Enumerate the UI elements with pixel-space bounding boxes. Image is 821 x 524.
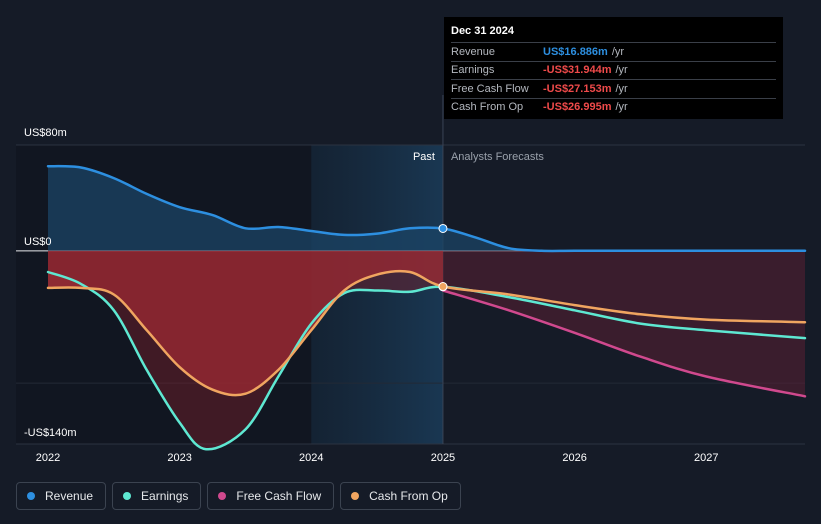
earnings-area [48, 250, 443, 450]
tooltip-row-free-cash-flow: Free Cash Flow -US$27.153m /yr [451, 79, 776, 98]
tooltip-row-revenue: Revenue US$16.886m /yr [451, 42, 776, 61]
tooltip-label: Revenue [451, 45, 496, 58]
legend-item-free-cash-flow[interactable]: Free Cash Flow [207, 482, 335, 510]
legend-item-earnings[interactable]: Earnings [112, 482, 202, 510]
past-label: Past [413, 151, 435, 163]
forecast-area [442, 250, 805, 397]
legend-dot-icon [123, 492, 132, 500]
x-tick-label: 2027 [694, 452, 718, 464]
x-tick-label: 2024 [299, 452, 323, 464]
legend-dot-icon [27, 492, 35, 500]
tooltip-unit: /yr [611, 45, 625, 58]
legend-label: Cash From Op [369, 489, 448, 503]
x-tick-label: 2022 [36, 452, 60, 464]
tooltip-value: US$16.886m [543, 45, 608, 58]
cash-from-op-line [46, 269, 807, 397]
tooltip-row-earnings: Earnings -US$31.944m /yr [451, 60, 776, 80]
legend-label: Earnings [141, 489, 189, 503]
legend-dot-icon [351, 492, 360, 500]
x-tick-label: 2026 [562, 452, 586, 464]
tooltip-value: -US$27.153m [543, 82, 612, 95]
revenue-line [46, 164, 807, 253]
tooltip-value: -US$26.995m [543, 101, 612, 114]
y-tick-label: US$80m [24, 127, 67, 139]
y-tick-label: US$0 [24, 236, 52, 248]
legend-item-cash-from-op[interactable]: Cash From Op [340, 482, 461, 510]
tooltip-label: Earnings [451, 64, 495, 77]
cash-from-op-area [48, 250, 443, 396]
tooltip-date: Dec 31 2024 [451, 25, 514, 37]
tooltip-unit: /yr [615, 64, 628, 77]
y-tick-label: -US$140m [24, 427, 77, 439]
tooltip-value: -US$31.944m [543, 64, 612, 77]
revenue-area [48, 166, 805, 252]
forecast-label: Analysts Forecasts [451, 151, 544, 163]
tooltip: Dec 31 2024 Revenue US$16.886m /yr Earni… [444, 17, 783, 119]
cash-from-op-marker [438, 282, 448, 292]
revenue-marker [438, 223, 448, 233]
legend-label: Free Cash Flow [236, 489, 322, 503]
tooltip-label: Free Cash Flow [451, 82, 529, 95]
legend-dot-icon [218, 492, 227, 500]
tooltip-label: Cash From Op [451, 101, 524, 114]
free-cash-flow-line [441, 289, 807, 398]
tooltip-unit: /yr [615, 101, 628, 114]
legend: Revenue Earnings Free Cash Flow Cash Fro… [16, 482, 461, 510]
legend-item-revenue[interactable]: Revenue [16, 482, 107, 510]
tooltip-unit: /yr [615, 82, 628, 95]
x-tick-label: 2023 [167, 452, 191, 464]
legend-label: Revenue [45, 489, 94, 503]
x-tick-label: 2025 [431, 452, 455, 464]
tooltip-row-cash-from-op: Cash From Op -US$26.995m /yr [451, 97, 776, 117]
